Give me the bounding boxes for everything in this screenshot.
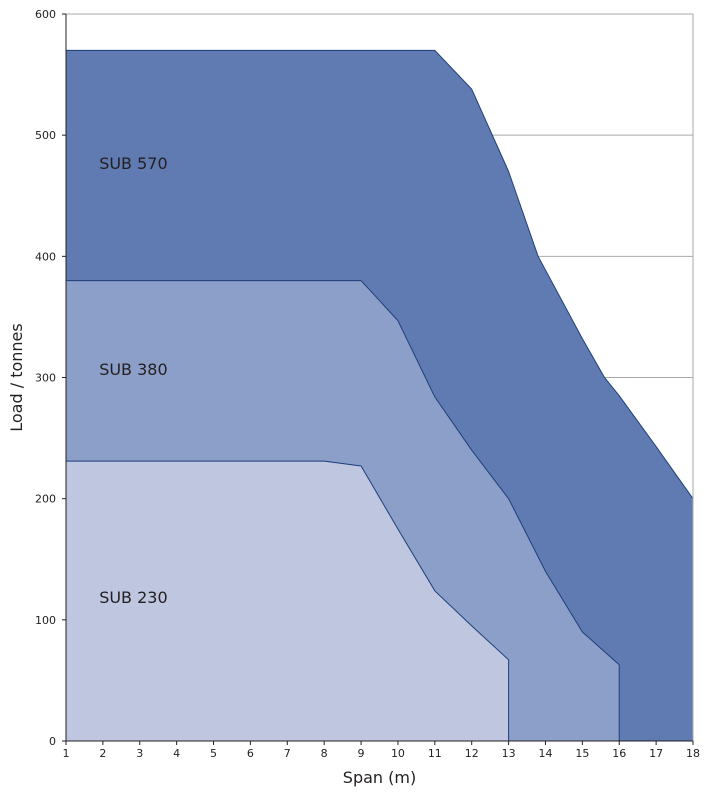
x-tick-label-3: 3 — [136, 747, 143, 760]
y-tick-label-500: 500 — [35, 129, 56, 142]
y-axis-title: Load / tonnes — [7, 323, 26, 431]
area-series — [65, 49, 694, 742]
x-axis-title: Span (m) — [343, 768, 416, 787]
x-tick-label-8: 8 — [321, 747, 328, 760]
y-tick-label-400: 400 — [35, 250, 56, 263]
x-tick-label-1: 1 — [63, 747, 70, 760]
y-axis-ticks: 0 100 200 300 400 500 600 — [35, 8, 66, 748]
y-tick-label-600: 600 — [35, 8, 56, 21]
series-label-sub-230: SUB 230 — [99, 588, 167, 607]
x-tick-label-5: 5 — [210, 747, 217, 760]
x-tick-label-14: 14 — [538, 747, 552, 760]
x-tick-label-7: 7 — [284, 747, 291, 760]
y-tick-label-100: 100 — [35, 614, 56, 627]
x-tick-label-10: 10 — [391, 747, 405, 760]
x-tick-label-9: 9 — [358, 747, 365, 760]
x-tick-label-6: 6 — [247, 747, 254, 760]
y-tick-label-200: 200 — [35, 493, 56, 506]
x-axis-ticks: 1 2 3 4 5 6 7 8 9 10 11 12 13 14 15 16 17 18 — [63, 741, 700, 760]
x-tick-label-16: 16 — [612, 747, 626, 760]
series-label-sub-570: SUB 570 — [99, 154, 167, 173]
x-tick-label-2: 2 — [99, 747, 106, 760]
x-tick-label-4: 4 — [173, 747, 180, 760]
x-tick-label-13: 13 — [502, 747, 516, 760]
x-tick-label-12: 12 — [465, 747, 479, 760]
series-label-sub-380: SUB 380 — [99, 360, 167, 379]
x-tick-label-17: 17 — [649, 747, 663, 760]
x-tick-label-11: 11 — [428, 747, 442, 760]
series-labels: SUB 570 SUB 380 SUB 230 — [99, 154, 167, 607]
y-tick-label-0: 0 — [49, 735, 56, 748]
x-tick-label-18: 18 — [686, 747, 700, 760]
y-tick-label-300: 300 — [35, 372, 56, 385]
x-tick-label-15: 15 — [575, 747, 589, 760]
